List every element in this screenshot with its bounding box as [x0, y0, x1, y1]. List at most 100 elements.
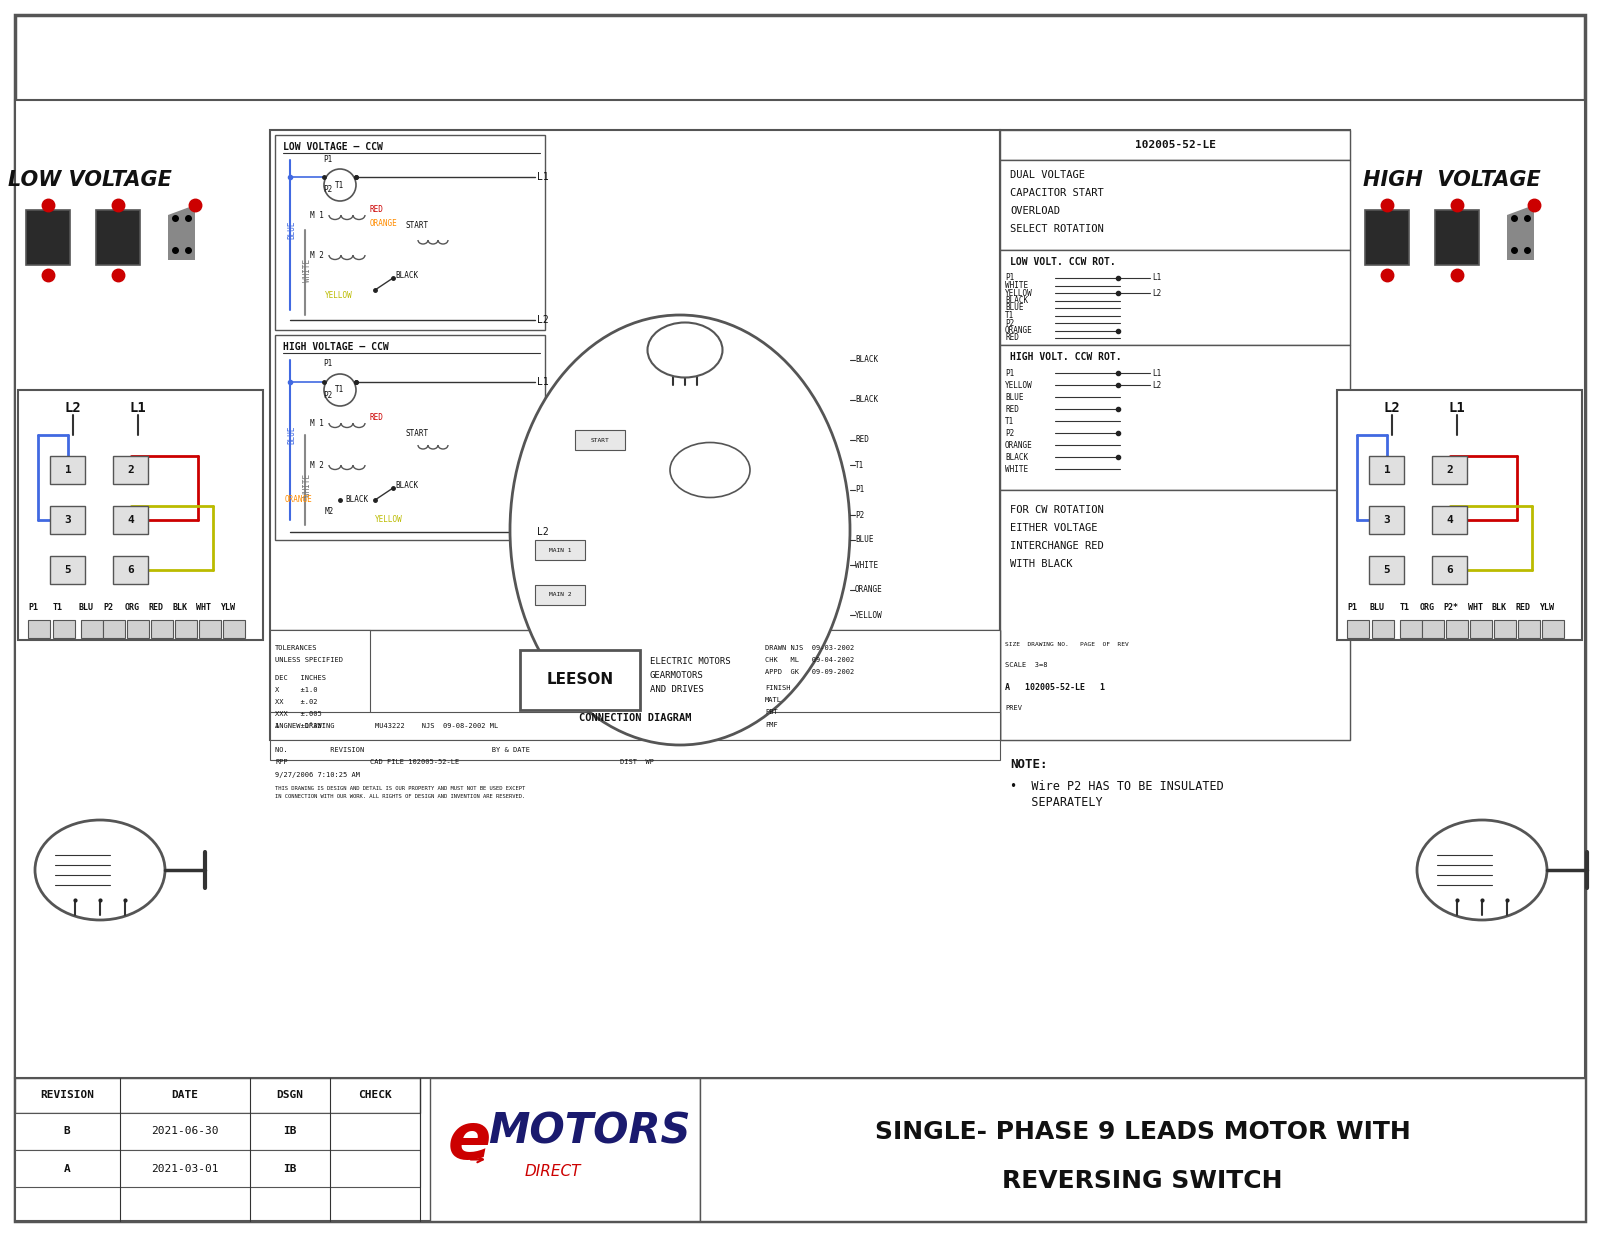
Text: DATE: DATE	[171, 1090, 198, 1100]
Text: BLACK: BLACK	[395, 482, 418, 491]
Bar	[1422, 620, 1443, 638]
Bar	[1000, 159, 1350, 250]
Text: ELECTRIC MOTORS: ELECTRIC MOTORS	[650, 658, 731, 666]
Text: •  Wire P2 HAS TO BE INSULATED: • Wire P2 HAS TO BE INSULATED	[1010, 780, 1224, 794]
Text: YLW: YLW	[221, 603, 235, 613]
Bar	[114, 556, 147, 583]
Text: BLU: BLU	[1370, 603, 1384, 613]
Text: 4: 4	[1446, 515, 1453, 525]
Bar	[14, 1078, 1586, 1221]
Text: BLUE: BLUE	[288, 221, 296, 240]
Text: 3: 3	[1384, 515, 1390, 525]
Text: ORANGE: ORANGE	[285, 496, 312, 504]
Bar	[50, 456, 85, 485]
Bar	[114, 506, 147, 534]
Text: REVISION: REVISION	[40, 1090, 94, 1100]
Text: YELLOW: YELLOW	[325, 290, 352, 299]
Text: HIGH VOLTAGE – CCW: HIGH VOLTAGE – CCW	[283, 342, 389, 352]
Bar	[534, 585, 586, 604]
Text: MAIN 1: MAIN 1	[549, 548, 571, 552]
Text: L2: L2	[1384, 400, 1400, 415]
Bar	[701, 1078, 1586, 1221]
Bar	[1000, 130, 1350, 740]
Bar	[275, 335, 546, 540]
Text: BLK: BLK	[1491, 603, 1507, 613]
Text: ORANGE: ORANGE	[1005, 326, 1032, 335]
Text: LEESON: LEESON	[547, 672, 613, 687]
Text: LOW VOLTAGE – CCW: LOW VOLTAGE – CCW	[283, 142, 382, 152]
Text: RED: RED	[370, 204, 384, 214]
Text: GEARMOTORS: GEARMOTORS	[650, 671, 704, 681]
Text: 9/27/2006 7:10:25 AM: 9/27/2006 7:10:25 AM	[275, 772, 360, 777]
Text: FOR CW ROTATION: FOR CW ROTATION	[1010, 506, 1104, 515]
Bar	[1432, 556, 1467, 583]
Text: L1: L1	[130, 400, 146, 415]
Text: YELLOW: YELLOW	[854, 611, 883, 619]
Polygon shape	[168, 205, 195, 260]
Ellipse shape	[670, 442, 750, 498]
Text: 1: 1	[64, 465, 72, 475]
Text: SINGLE- PHASE 9 LEADS MOTOR WITH: SINGLE- PHASE 9 LEADS MOTOR WITH	[875, 1120, 1410, 1145]
Text: X     ±1.0: X ±1.0	[275, 687, 317, 693]
Text: A   102005-52-LE   1: A 102005-52-LE 1	[1005, 684, 1106, 692]
Text: BLUE: BLUE	[854, 535, 874, 545]
Text: YELLOW: YELLOW	[374, 515, 403, 524]
Bar	[14, 1112, 419, 1149]
Bar	[270, 740, 1000, 760]
Text: ANG   ±1°35': ANG ±1°35'	[275, 723, 326, 729]
Bar	[126, 620, 149, 638]
Text: 4: 4	[128, 515, 134, 525]
Text: 6: 6	[1446, 565, 1453, 575]
Text: FMF: FMF	[765, 722, 778, 728]
Text: L1: L1	[538, 172, 549, 182]
Text: PREV: PREV	[1005, 705, 1022, 711]
Circle shape	[323, 169, 355, 201]
Text: BLACK: BLACK	[346, 496, 368, 504]
Text: M 2: M 2	[310, 251, 323, 260]
Text: M 1: M 1	[310, 210, 323, 220]
Text: BLK: BLK	[173, 603, 187, 613]
Text: WHITE: WHITE	[854, 560, 878, 570]
Text: START: START	[590, 438, 610, 442]
Text: ORANGE: ORANGE	[1005, 440, 1032, 450]
Text: 102005-52-LE: 102005-52-LE	[1134, 140, 1216, 150]
Ellipse shape	[648, 323, 723, 377]
Text: RED: RED	[149, 603, 163, 613]
Text: SCALE  3=8: SCALE 3=8	[1005, 662, 1048, 667]
Text: T1: T1	[334, 386, 344, 394]
Bar	[1373, 620, 1394, 638]
Bar	[18, 391, 262, 640]
Bar	[174, 620, 197, 638]
Text: OVERLOAD: OVERLOAD	[1010, 206, 1059, 216]
Text: DUAL VOLTAGE: DUAL VOLTAGE	[1010, 171, 1085, 180]
Text: T1: T1	[1005, 311, 1014, 320]
Bar	[574, 430, 626, 450]
Bar	[1000, 130, 1350, 159]
Text: P1: P1	[1005, 368, 1014, 377]
Bar	[1446, 620, 1469, 638]
Text: XXX   ±.005: XXX ±.005	[275, 711, 322, 717]
Bar	[102, 620, 125, 638]
Bar	[1370, 556, 1405, 583]
Bar	[14, 1078, 419, 1112]
Text: L2: L2	[64, 400, 82, 415]
Text: MATL: MATL	[765, 697, 782, 703]
Bar	[1370, 506, 1405, 534]
Bar	[1347, 620, 1370, 638]
Text: M 2: M 2	[310, 461, 323, 470]
Text: BLACK: BLACK	[1005, 295, 1029, 305]
Text: IB: IB	[283, 1126, 296, 1136]
Text: INTERCHANGE RED: INTERCHANGE RED	[1010, 541, 1104, 551]
Text: LOW VOLTAGE: LOW VOLTAGE	[8, 171, 171, 190]
Text: SEPARATELY: SEPARATELY	[1010, 796, 1102, 810]
Bar	[29, 620, 50, 638]
Text: 6: 6	[128, 565, 134, 575]
Text: EITHER VOLTAGE: EITHER VOLTAGE	[1010, 523, 1098, 533]
Text: START: START	[405, 429, 429, 438]
Text: BLACK: BLACK	[395, 271, 418, 279]
Text: L2: L2	[1152, 381, 1162, 389]
Text: 5: 5	[64, 565, 72, 575]
Bar	[1470, 620, 1491, 638]
Ellipse shape	[35, 819, 165, 920]
Text: P1: P1	[1005, 273, 1014, 283]
